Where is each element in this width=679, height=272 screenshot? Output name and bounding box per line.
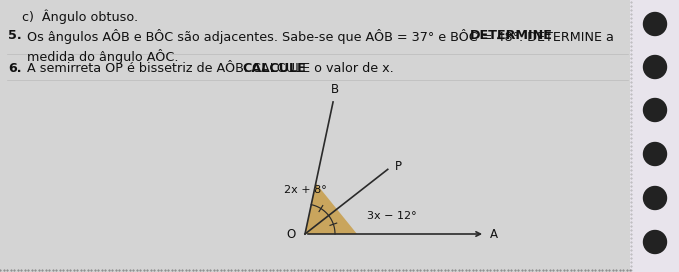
Circle shape [644,55,667,79]
Text: A semirreta OP é bissetriz de AÔB. CALCULE o valor de x.: A semirreta OP é bissetriz de AÔB. CALCU… [27,62,394,75]
Text: 2x + 8°: 2x + 8° [284,185,327,194]
Polygon shape [305,183,357,234]
Text: 5.: 5. [8,29,22,42]
Text: DETERMINE: DETERMINE [470,29,553,42]
Text: Os ângulos AÔB e BÔC são adjacentes. Sabe-se que AÔB = 37° e BÔC = 48°. DETERMIN: Os ângulos AÔB e BÔC são adjacentes. Sab… [27,29,614,44]
Text: medida do ângulo AÔC.: medida do ângulo AÔC. [27,48,179,63]
Circle shape [644,13,667,36]
Text: 6.: 6. [8,62,22,75]
Text: 3x − 12°: 3x − 12° [367,211,416,221]
Circle shape [644,143,667,165]
Circle shape [644,187,667,209]
Text: c)  Ângulo obtuso.: c) Ângulo obtuso. [22,10,138,24]
Text: P: P [394,160,402,173]
Text: O: O [287,228,296,242]
Text: A: A [490,227,498,240]
Bar [630,0,679,272]
Text: B: B [331,83,339,96]
Circle shape [644,98,667,122]
Circle shape [644,230,667,254]
Text: CALCULE: CALCULE [242,62,306,75]
